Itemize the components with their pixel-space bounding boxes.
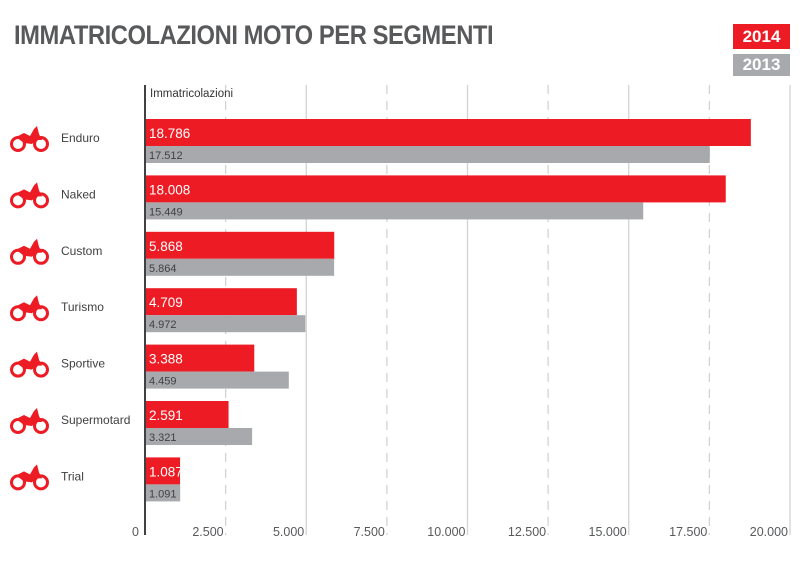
bar-2014 — [145, 457, 181, 485]
data-label-2013: 17.512 — [149, 150, 183, 162]
data-label-2013: 15.449 — [149, 206, 183, 218]
category-label: Naked — [61, 187, 96, 201]
data-label-2014: 18.786 — [149, 126, 190, 141]
data-label-2014: 5.868 — [149, 239, 183, 254]
bar-2013 — [145, 258, 335, 276]
x-tick-label: 17.500 — [669, 525, 707, 539]
data-label-2013: 1.091 — [149, 488, 177, 500]
x-tick-label: 7.500 — [354, 525, 385, 539]
bar-2013 — [145, 315, 306, 333]
category-label: Turismo — [61, 300, 104, 314]
x-tick-label: 0 — [132, 525, 139, 539]
bar-2013 — [145, 202, 644, 220]
data-label-2013: 5.864 — [149, 263, 177, 275]
bar-2013 — [145, 428, 253, 445]
x-tick-label: 5.000 — [273, 525, 304, 539]
bar-2013 — [145, 371, 289, 389]
data-label-2014: 1.087 — [149, 464, 183, 479]
bar-2014 — [145, 344, 255, 372]
category-label: Custom — [61, 244, 102, 258]
category-label: Supermotard — [61, 413, 130, 427]
bar-2014 — [145, 231, 335, 259]
x-axis-label: Immatricolazioni — [150, 88, 233, 100]
chart-title: IMMATRICOLAZIONI MOTO PER SEGMENTI — [14, 20, 494, 50]
enduro-motorcycle-icon — [10, 126, 49, 152]
bar-2013 — [145, 146, 710, 163]
category-label: Enduro — [61, 131, 100, 145]
bar-2013 — [145, 484, 181, 502]
data-label-2013: 4.459 — [149, 376, 177, 388]
category-label: Trial — [61, 469, 84, 483]
bar-2014 — [145, 175, 726, 203]
supermotard-motorcycle-icon — [10, 408, 49, 434]
legend-2014: 2014 — [733, 24, 790, 49]
bar-2014 — [145, 119, 751, 146]
x-tick-label: 20.000 — [750, 525, 788, 539]
custom-motorcycle-icon — [10, 238, 49, 265]
category-label: Sportive — [61, 357, 105, 371]
sport-motorcycle-icon — [10, 351, 49, 378]
trial-motorcycle-icon — [10, 464, 49, 491]
x-tick-label: 12.500 — [508, 525, 546, 539]
data-label-2013: 3.321 — [149, 432, 177, 444]
data-label-2013: 4.972 — [149, 319, 177, 331]
bar-2014 — [145, 401, 229, 428]
data-label-2014: 18.008 — [149, 182, 190, 197]
x-tick-label: 15.000 — [589, 525, 627, 539]
bar-2014 — [145, 288, 297, 316]
data-label-2014: 2.591 — [149, 408, 183, 423]
legend-2013: 2013 — [733, 54, 790, 76]
naked-motorcycle-icon — [10, 182, 49, 209]
data-label-2014: 3.388 — [149, 352, 183, 367]
x-tick-label: 10.000 — [427, 525, 465, 539]
touring-motorcycle-icon — [10, 295, 49, 322]
x-tick-label: 2.500 — [192, 525, 223, 539]
data-label-2014: 4.709 — [149, 295, 183, 310]
